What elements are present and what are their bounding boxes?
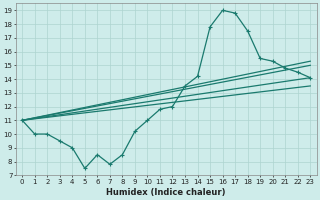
X-axis label: Humidex (Indice chaleur): Humidex (Indice chaleur) [107, 188, 226, 197]
